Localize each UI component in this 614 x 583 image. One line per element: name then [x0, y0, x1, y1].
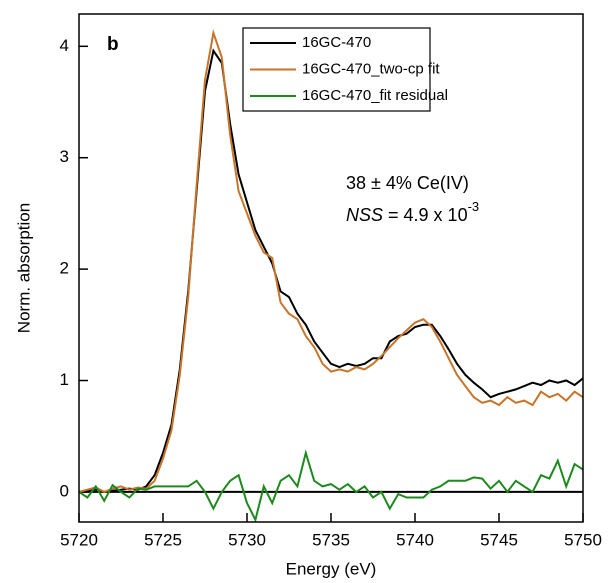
- x-axis-label: Energy (eV): [286, 559, 377, 578]
- y-tick-label: 0: [60, 481, 69, 500]
- y-tick-label: 1: [60, 370, 69, 389]
- panel-label: b: [107, 34, 119, 55]
- x-tick-label: 5725: [144, 530, 182, 549]
- x-tick-label: 5730: [228, 530, 266, 549]
- series-line: [78, 28, 584, 493]
- x-tick-label: 5735: [312, 530, 350, 549]
- y-tick-label: 2: [60, 259, 69, 278]
- legend-label: 16GC-470_two-cp fit: [302, 60, 440, 77]
- y-tick-label: 3: [60, 147, 69, 166]
- x-tick-label: 5740: [396, 530, 434, 549]
- legend-label: 16GC-470_fit residual: [302, 87, 448, 104]
- nss-annotation: NSS = 4.9 x 10-3: [346, 199, 479, 224]
- x-tick-label: 5745: [480, 530, 518, 549]
- series-line: [78, 48, 584, 493]
- annotation: 38 ± 4% Ce(IV): [346, 173, 469, 193]
- x-tick-label: 5720: [60, 530, 98, 549]
- series-line: [78, 449, 584, 523]
- x-tick-label: 5750: [564, 530, 602, 549]
- plot-frame: [78, 13, 584, 523]
- y-tick-label: 4: [60, 36, 69, 55]
- legend-label: 16GC-470: [302, 34, 371, 51]
- y-axis-label: Norm. absorption: [14, 203, 33, 333]
